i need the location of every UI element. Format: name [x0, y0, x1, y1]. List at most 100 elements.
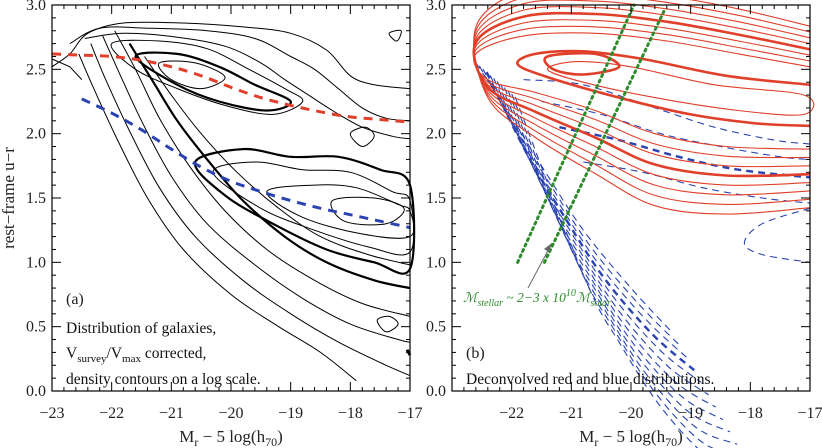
- y-tick-label: 0.0: [26, 383, 46, 400]
- x-tick-label: −19: [678, 405, 703, 422]
- x-tick-label: −22: [499, 405, 524, 422]
- blue-contour: [559, 126, 811, 179]
- fit-lines-a: [51, 52, 411, 230]
- contour-line: [69, 26, 411, 122]
- blue-contour: [514, 96, 699, 448]
- contour-loop: [157, 60, 226, 90]
- contour-loop: [388, 29, 402, 42]
- blue-contour: [489, 75, 702, 383]
- stellar-mass-line: [516, 3, 636, 264]
- red-contours: [472, 0, 815, 215]
- max-subscript: max: [122, 353, 141, 365]
- red-contour: [473, 19, 811, 168]
- red-contour: [516, 49, 811, 128]
- y-tick-label: 3.0: [426, 0, 446, 14]
- mass-lines: [516, 3, 666, 264]
- red-contour: [473, 32, 811, 150]
- ticks-a: −23 −22 −21 −20 −19 −18 −17 0.0 0.5 1.0 1.5 2.0 2.5 3…: [26, 0, 423, 422]
- x-label-log-b: − 5 log(h: [598, 427, 665, 446]
- red-contour-inner: [546, 60, 815, 116]
- y-axis-label: rest−frame u−r: [0, 147, 18, 249]
- annotation-line-3: density contours on a log scale.: [66, 371, 261, 388]
- annotation-line-1: Distribution of galaxies,: [66, 320, 216, 337]
- blue-contour: [496, 81, 716, 408]
- y-tick-label: 0.5: [26, 319, 46, 336]
- x-label-log: − 5 log(h: [198, 427, 265, 446]
- solar-subscript: solar: [590, 298, 611, 309]
- panel-a: −23 −22 −21 −20 −19 −18 −17 0.0 0.5 1.0 1.5 2.0 2.5 3…: [26, 0, 423, 422]
- x-label-r-sub-b: r: [594, 435, 598, 448]
- blue-contour: [478, 65, 681, 346]
- y-tick-label: 0.0: [426, 383, 446, 400]
- mass-label: ℳstellar ~ 2−3 x 1010ℳsolar: [463, 288, 611, 309]
- corrected-text: corrected,: [141, 345, 206, 362]
- contour-loop: [330, 196, 405, 226]
- x-tick-label: −18: [338, 405, 363, 422]
- x-label-m: M: [179, 427, 194, 446]
- contour-line: [78, 53, 357, 382]
- x-axis-label-b: Mr − 5 log(h70): [579, 427, 683, 448]
- y-tick-label: 1.0: [426, 254, 446, 271]
- y-tick-label: 1.5: [26, 190, 46, 207]
- contour-line: [128, 43, 411, 290]
- mass-exponent: 10: [566, 288, 576, 299]
- fit-line-blue: [81, 97, 411, 230]
- mass-symbol: ℳ: [463, 290, 480, 305]
- blue-contour: [500, 84, 724, 421]
- x-label-m-b: M: [579, 427, 594, 446]
- x-label-close: ): [277, 427, 283, 446]
- stellar-subscript: stellar: [477, 298, 503, 309]
- y-tick-label: 2.5: [26, 61, 46, 78]
- v-survey-v: V: [66, 345, 78, 362]
- x-label-70-sub-b: 70: [665, 435, 677, 448]
- x-tick-label: −21: [559, 405, 584, 422]
- x-label-r-sub: r: [194, 435, 198, 448]
- panel-label-a: (a): [66, 291, 84, 308]
- x-tick-label: −20: [618, 405, 643, 422]
- panel-b: −22 −21 −20 −19 −18 −170.00.51.01.52.02.53.0 …: [426, 0, 822, 448]
- contour-loop: [349, 126, 375, 147]
- survey-subscript: survey: [77, 353, 107, 365]
- contour-loop: [376, 315, 399, 333]
- panel-b-caption: Deconvolved red and blue distributions.: [466, 371, 714, 388]
- blue-contour: [511, 93, 714, 448]
- y-tick-label: 2.5: [426, 61, 446, 78]
- fit-line-red: [51, 52, 411, 124]
- contour-line: [90, 43, 411, 377]
- blue-contour: [523, 79, 811, 145]
- contour-line: [51, 21, 411, 90]
- v-max-slash: /V: [107, 345, 123, 362]
- blue-contour: [475, 62, 674, 334]
- y-tick-label: 2.0: [426, 126, 446, 143]
- stellar-mass-line: [542, 9, 666, 264]
- contour-loop: [266, 184, 415, 239]
- x-label-70-sub: 70: [265, 435, 277, 448]
- red-contour: [473, 0, 811, 215]
- x-tick-label: −17: [797, 405, 822, 422]
- x-axis-label-a: Mr − 5 log(h70): [179, 427, 283, 448]
- x-label-close-b: ): [677, 427, 683, 446]
- blue-contour: [583, 161, 811, 204]
- mass-approx: ~ 2−3 x 10: [503, 290, 566, 305]
- contour-loop: [110, 39, 304, 115]
- contour-loop: [134, 51, 292, 112]
- contour-line: [102, 35, 411, 343]
- x-tick-label: −18: [738, 405, 763, 422]
- y-tick-label: 2.0: [26, 126, 46, 143]
- y-tick-label: 0.5: [426, 319, 446, 336]
- blue-contour: [493, 78, 709, 396]
- blue-contour: [482, 68, 688, 359]
- panel-label-b: (b): [466, 345, 485, 362]
- plot-frame-b: [451, 4, 811, 392]
- blue-contour-inner: [743, 207, 811, 263]
- blue-contour: [485, 71, 695, 372]
- ticks-b: −22 −21 −20 −19 −18 −17 0.0 0.5 1.0 1.5 2.0 2.5 3.0: [426, 0, 822, 422]
- mass-symbol-2: ℳ: [576, 290, 593, 305]
- x-tick-label: −19: [278, 405, 303, 422]
- y-tick-label: 3.0: [26, 0, 46, 14]
- x-tick-label: −17: [397, 405, 422, 422]
- contour-line: [114, 30, 411, 317]
- x-tick-label: −22: [99, 405, 124, 422]
- x-tick-label: −23: [39, 405, 64, 422]
